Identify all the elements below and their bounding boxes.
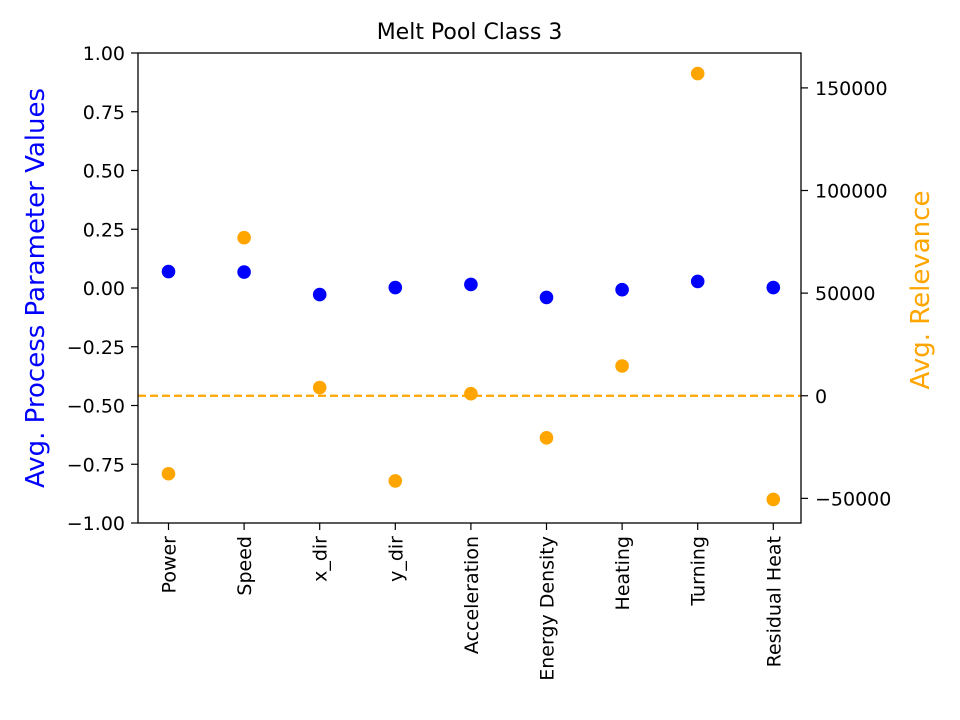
right-axis-label: Avg. Relevance <box>906 191 936 390</box>
plot-frame <box>137 52 802 524</box>
left-axis-tick-label: 0.00 <box>83 278 125 300</box>
left-axis-tick-label: −0.75 <box>67 454 125 476</box>
parameter-point <box>539 290 554 305</box>
x-axis-tick-label: Energy Density <box>537 536 559 681</box>
x-axis-tick-label: Residual Heat <box>763 536 785 667</box>
right-axis-tick-label: 100000 <box>815 181 888 203</box>
right-axis-tick-label: 0 <box>815 386 827 408</box>
left-axis-tick-label: 0.75 <box>83 102 125 124</box>
x-axis-tick-label: Power <box>159 536 181 594</box>
parameter-point <box>766 280 781 295</box>
parameter-point <box>312 287 327 302</box>
x-axis-tick-label: Heating <box>612 536 634 610</box>
right-axis-tick-label: 50000 <box>815 283 875 305</box>
left-axis-tick-label: 0.25 <box>83 219 125 241</box>
left-axis-tick-label: −1.00 <box>67 513 125 535</box>
chart-title: Melt Pool Class 3 <box>377 20 563 45</box>
relevance-point <box>690 66 705 81</box>
relevance-point <box>615 359 629 373</box>
parameter-point <box>388 280 403 295</box>
parameter-point <box>615 282 629 297</box>
parameter-point <box>690 274 705 289</box>
left-axis-tick-label: −0.25 <box>67 337 125 359</box>
relevance-point <box>237 230 251 245</box>
parameter-point <box>237 265 251 279</box>
relevance-point <box>539 431 554 445</box>
left-axis-tick-label: 1.00 <box>83 43 125 65</box>
x-axis-tick-label: x_dir <box>310 536 332 582</box>
plot-area: −1.00 −0.75 −0.50 −0.25 0.00 0.25 0.50 0.75 1.00… <box>67 43 892 681</box>
relevance-point <box>464 386 478 401</box>
relevance-point <box>312 380 327 395</box>
left-axis-label: Avg. Process Parameter Values <box>21 88 51 488</box>
x-axis-tick-label: y_dir <box>385 536 407 582</box>
parameter-point <box>464 277 478 292</box>
relevance-point <box>766 492 781 507</box>
relevance-point <box>161 466 176 481</box>
relevance-point <box>388 474 403 488</box>
left-axis-tick-label: 0.50 <box>83 161 125 183</box>
right-axis-tick-label: −50000 <box>815 488 891 510</box>
right-axis-tick-label: 150000 <box>815 78 888 100</box>
left-axis-tick-label: −0.50 <box>67 396 125 418</box>
x-axis-tick-label: Acceleration <box>461 536 483 654</box>
x-axis-tick-label: Turning <box>688 536 710 607</box>
parameter-point <box>161 264 176 279</box>
x-axis-tick-label: Speed <box>234 536 256 596</box>
